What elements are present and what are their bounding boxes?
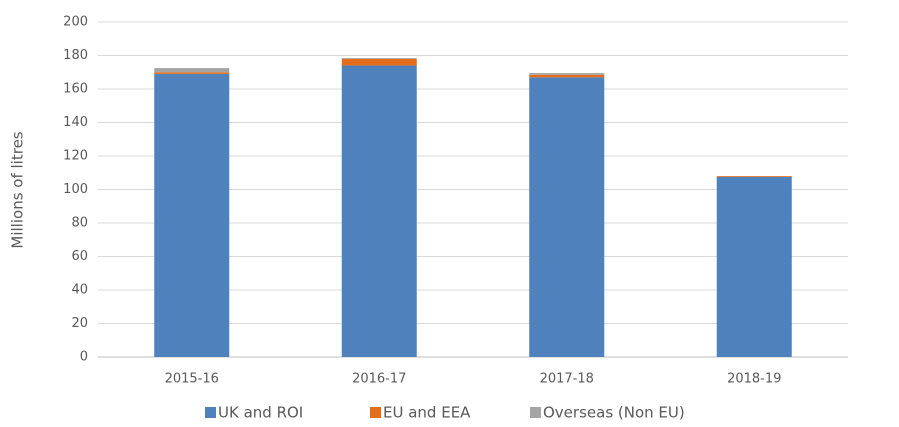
bar-segment [529, 73, 605, 75]
y-tick-label: 80 [71, 216, 88, 231]
bar-segment [154, 73, 230, 358]
x-tick-label: 2016-17 [352, 372, 406, 387]
x-tick-label: 2018-19 [727, 372, 781, 387]
x-tick-label: 2015-16 [165, 372, 219, 387]
y-tick-label: 60 [71, 249, 88, 264]
bar-segment [341, 58, 417, 59]
y-tick-label: 100 [63, 182, 88, 197]
legend-label: EU and EEA [383, 404, 471, 422]
y-tick-label: 180 [63, 48, 88, 63]
bar-segment [716, 176, 792, 177]
bar-segment [341, 58, 417, 66]
bar-segment [341, 65, 417, 358]
bar-segment [529, 74, 605, 78]
bar-segment [529, 77, 605, 358]
legend-label: UK and ROI [218, 404, 303, 422]
x-tick-label: 2017-18 [540, 372, 594, 387]
legend-swatch [370, 407, 381, 418]
y-tick-label: 200 [63, 15, 88, 30]
y-tick-label: 0 [80, 350, 88, 365]
bar-segment [154, 68, 230, 73]
legend-label: Overseas (Non EU) [543, 404, 685, 422]
y-tick-label: 20 [71, 316, 88, 331]
bar-segment [716, 176, 792, 357]
y-tick-label: 40 [71, 283, 88, 298]
y-tick-label: 140 [63, 115, 88, 130]
legend-swatch [530, 407, 541, 418]
bar-segment [154, 72, 230, 74]
y-tick-label: 160 [63, 82, 88, 97]
y-axis-label: Millions of litres [9, 131, 27, 248]
y-tick-label: 120 [63, 149, 88, 164]
legend-swatch [205, 407, 216, 418]
